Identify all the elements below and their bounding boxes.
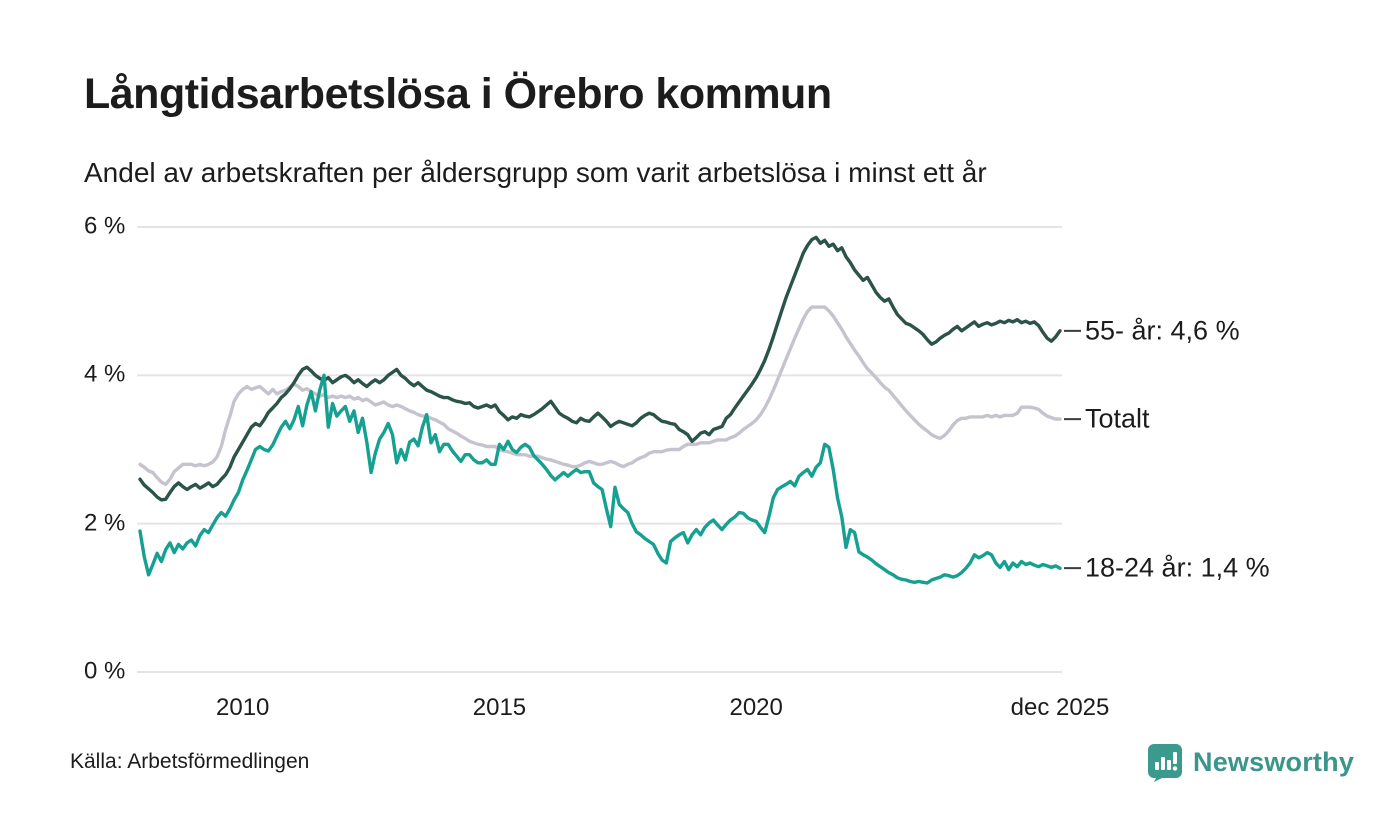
y-tick-2: 2 %	[84, 509, 126, 537]
y-tick-0: 6 %	[84, 212, 126, 240]
x-tick-3: dec 2025	[1010, 694, 1110, 721]
series-line-55	[138, 235, 1062, 502]
page-subtitle: Andel av arbetskraften per åldersgrupp s…	[84, 157, 987, 188]
newsworthy-logo-text: Newsworthy	[1193, 746, 1355, 777]
source-note: Källa: Arbetsförmedlingen	[70, 750, 310, 773]
page-title: Långtidsarbetslösa i Örebro kommun	[84, 70, 832, 118]
series-end-label-0: 55- år: 4,6 %	[1085, 315, 1240, 346]
x-tick-1: 2015	[472, 694, 527, 721]
newsworthy-logo-icon	[1146, 742, 1184, 782]
y-tick-3: 0 %	[84, 657, 126, 685]
series-line-18-24	[138, 373, 1062, 585]
newsworthy-logo: Newsworthy	[1146, 742, 1354, 782]
series-end-label-2: 18-24 år: 1,4 %	[1085, 552, 1270, 583]
x-tick-2: 2020	[729, 694, 783, 721]
series-end-label-1: Totalt	[1085, 403, 1150, 434]
x-tick-0: 2010	[215, 694, 270, 721]
y-tick-1: 4 %	[84, 360, 126, 388]
